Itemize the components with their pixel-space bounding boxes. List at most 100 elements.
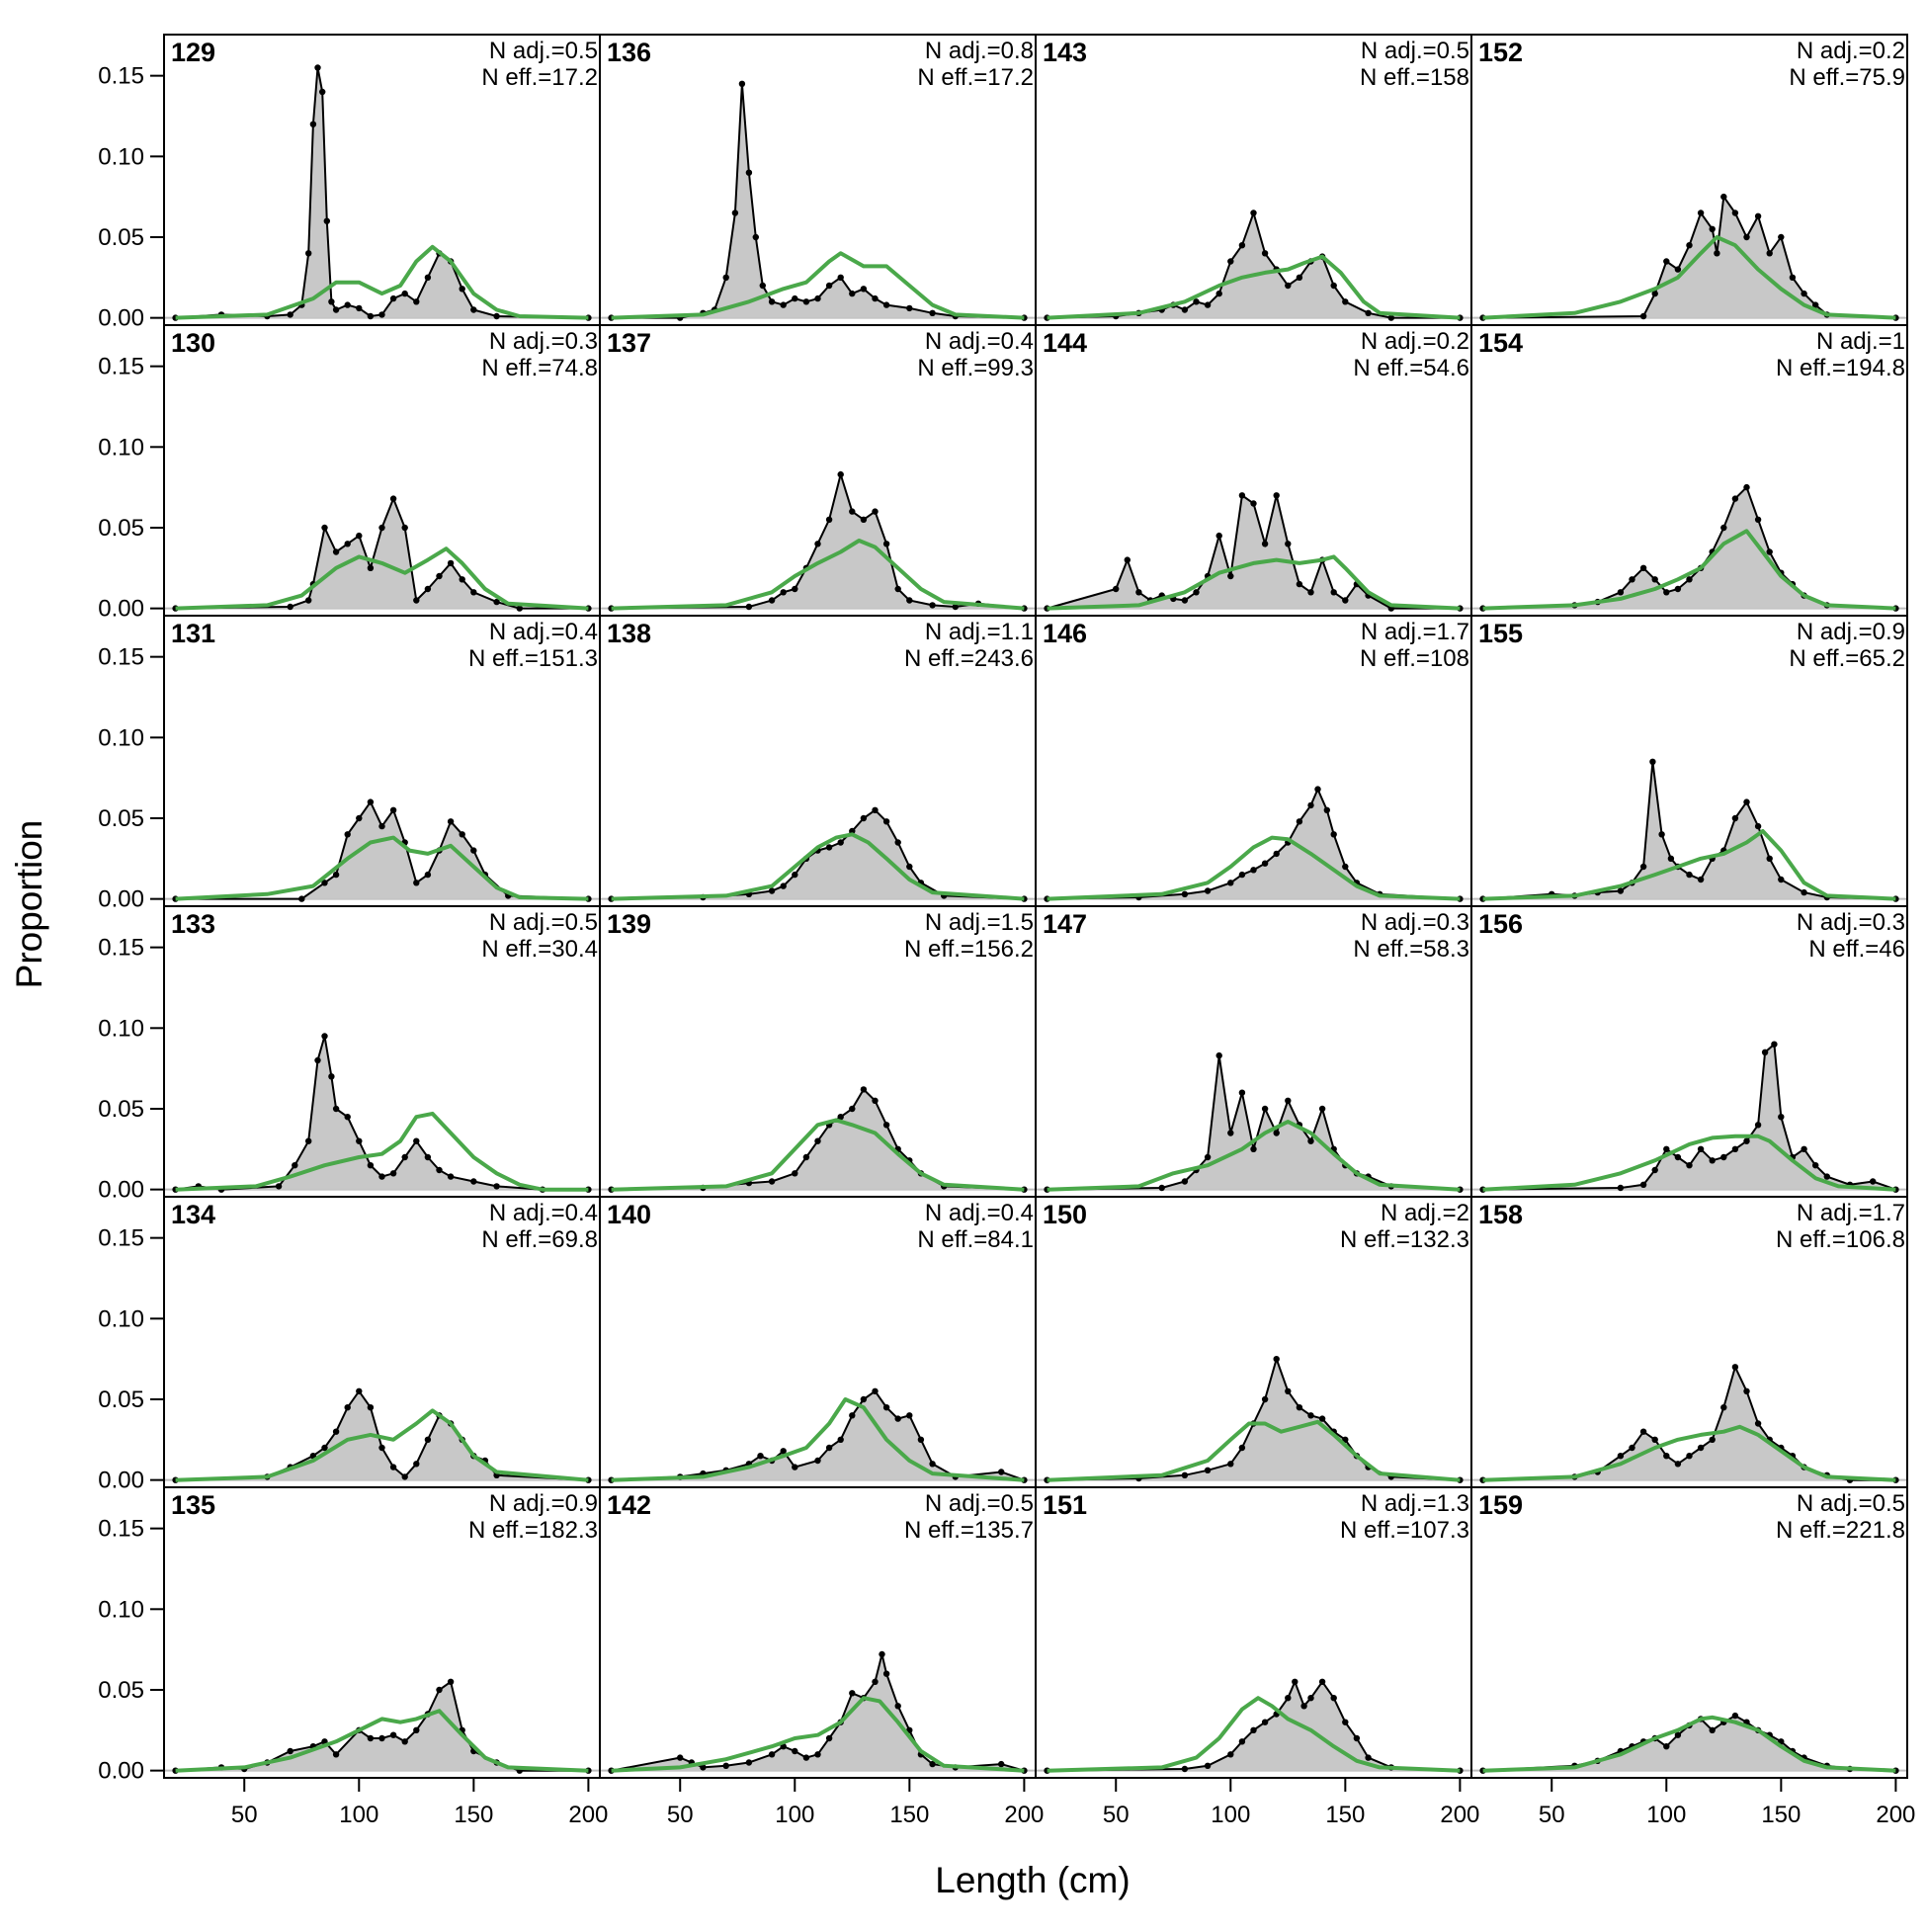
observed-point [1238,871,1246,879]
observed-point [929,1461,936,1468]
observed-point [1720,1404,1727,1411]
observed-point [738,80,746,88]
panel-137: 137 N adj.=0.4N eff.=99.3 [599,324,1037,617]
observed-point [287,1747,293,1755]
x-tick-label: 100 [339,1802,378,1828]
observed-point [1766,548,1773,555]
observed-area [175,498,589,609]
observed-point [389,1464,397,1470]
observed-point [872,508,879,515]
n-adj-label: N adj.=0.5 [925,1490,1034,1517]
observed-point [413,1137,420,1144]
expected-line [175,546,589,611]
observed-point [1250,1145,1257,1153]
observed-point [1314,786,1321,793]
observed-point [1789,274,1797,281]
panel-year-label: 146 [1043,619,1087,648]
n-adj-label: N adj.=0.2 [1361,328,1469,355]
panel-year-label: 147 [1043,909,1087,939]
y-tick-label: 0.05 [98,1386,144,1413]
observed-point [378,311,385,318]
x-tick-label: 200 [568,1802,608,1828]
n-adj-label: N adj.=1.1 [925,619,1034,645]
observed-point [356,1387,363,1395]
observed-point [314,64,321,71]
observed-point [882,301,890,308]
observed-point [780,1448,787,1455]
expected-line [1047,554,1461,611]
observed-point [1697,1145,1705,1153]
observed-area [611,83,1025,318]
y-tick-label: 0.15 [98,1516,144,1543]
panel-158: 158 N adj.=1.7N eff.=106.8 [1470,1196,1908,1488]
observed-point [860,286,868,293]
observed-point [849,508,856,515]
observed-point [1250,500,1257,507]
y-tick-label: 0.15 [98,644,144,671]
observed-point [837,839,844,846]
y-tick-label: 0.10 [98,1305,144,1332]
observed-point [1709,225,1716,232]
observed-point [401,1153,408,1161]
observed-point [1215,532,1222,540]
n-adj-label: N adj.=0.5 [1361,38,1469,64]
observed-point [378,1173,385,1180]
observed-point [906,597,913,604]
observed-point [332,1751,340,1758]
observed-point [929,309,936,316]
observed-point [1812,301,1819,308]
panel-year-label: 137 [607,328,651,358]
observed-point [1663,1145,1670,1153]
observed-point [424,274,432,281]
observed-point [1731,1145,1739,1153]
observed-area [1047,1359,1461,1480]
observed-point [917,1436,925,1444]
observed-area [611,809,1025,899]
panel-year-label: 139 [607,909,651,939]
observed-point [1674,1731,1682,1738]
panel-year-label: 129 [171,38,215,67]
observed-point [328,298,335,305]
n-eff-label: N eff.=75.9 [1789,64,1905,91]
observed-point [1649,758,1656,765]
observed-point [1342,1719,1349,1725]
observed-point [860,1086,868,1093]
panel-year-label: 143 [1043,38,1087,67]
observed-point [332,871,340,879]
observed-point [367,1734,375,1742]
observed-point [1823,1173,1831,1180]
observed-point [305,1137,312,1144]
observed-point [780,882,787,889]
n-adj-label: N adj.=0.8 [925,38,1034,64]
observed-point [1158,1184,1165,1192]
panel-year-label: 138 [607,619,651,648]
observed-point [745,169,753,176]
y-tick-label: 0.05 [98,1096,144,1123]
observed-point [1663,258,1670,265]
n-eff-label: N eff.=30.4 [481,936,598,963]
observed-point [879,1650,885,1658]
observed-point [424,585,432,593]
y-tick-label: 0.00 [98,596,144,623]
observed-point [367,564,375,571]
x-tick-label: 150 [1325,1802,1365,1828]
observed-point [872,1387,879,1395]
panel-frame [1470,1486,1908,1779]
observed-area [611,1390,1025,1480]
observed-point [722,1762,729,1770]
observed-point [1238,1089,1246,1096]
observed-point [459,286,465,293]
x-axis-label: Length (cm) [935,1860,1130,1900]
observed-point [459,831,465,838]
observed-point [882,1670,890,1677]
observed-point [1193,589,1200,596]
observed-point [314,1056,321,1064]
observed-point [436,1686,443,1694]
n-adj-label: N adj.=0.5 [1797,1490,1905,1517]
observed-point [344,301,351,308]
observed-point [814,541,821,547]
observed-point [1330,1695,1337,1702]
observed-point [1686,576,1693,583]
observed-area [175,801,589,899]
